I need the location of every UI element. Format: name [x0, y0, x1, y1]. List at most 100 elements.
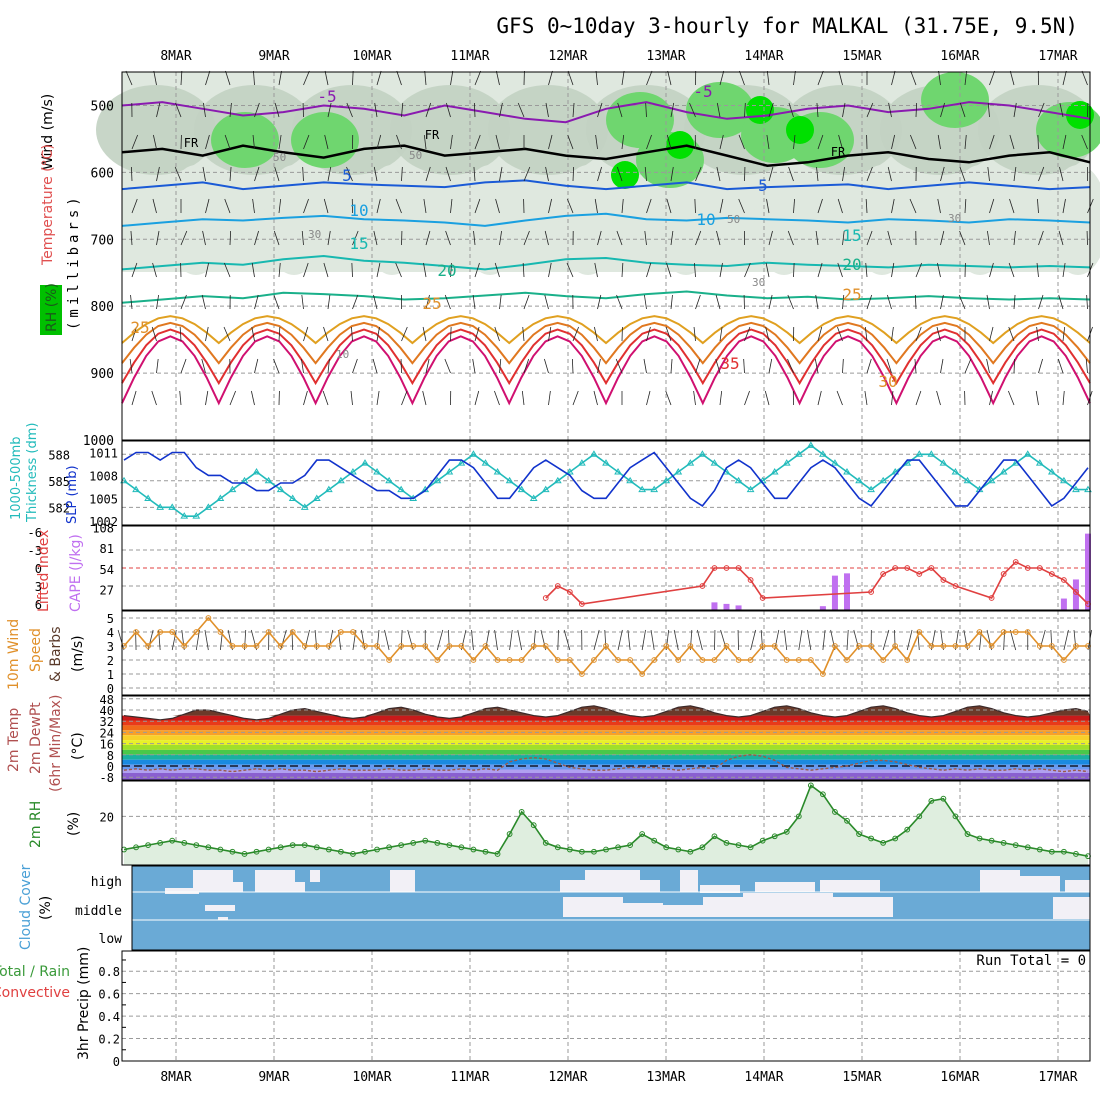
date-label-bottom: 12MAR	[548, 1070, 587, 1085]
temp-band	[122, 773, 1090, 780]
wind-barb	[1008, 326, 1015, 342]
thickness-line-point	[276, 485, 285, 493]
wind-barb	[572, 326, 580, 342]
rh2m-series-point	[820, 791, 826, 798]
date-label-top: 8MAR	[160, 49, 191, 64]
wind-barb	[597, 294, 602, 310]
wind10m-series-point	[988, 643, 995, 649]
lifted-index-series-point	[940, 577, 947, 583]
rh-shade	[488, 85, 608, 175]
wind-barb	[201, 358, 206, 374]
lifted-index-series	[545, 561, 1089, 605]
thickness-line-point	[385, 476, 393, 484]
wind10m-barb	[822, 629, 826, 651]
rh2m-series-point	[145, 842, 152, 849]
thickness-slp-panel: 588 585 582 1011 1008 1005 1002 1000-500mb Thi…	[9, 423, 1092, 529]
wind-barb	[324, 70, 329, 86]
wind-barb	[936, 390, 941, 406]
wind-barb	[766, 198, 770, 214]
thickness-line-point	[132, 485, 140, 493]
wind-barb	[793, 70, 796, 86]
wind-barb	[1059, 166, 1064, 182]
wind-barb	[523, 358, 530, 374]
wind-barb	[131, 326, 137, 342]
wind10m-series-point	[313, 643, 320, 649]
wind-barb	[744, 102, 746, 118]
cloud-clear-block	[833, 897, 893, 917]
precip-axis-label-2: Convective	[0, 985, 70, 1001]
wind10m-series-point	[458, 643, 465, 649]
wind-barb	[151, 390, 157, 406]
rh2m-series-point	[615, 844, 621, 851]
wind-barb	[940, 166, 945, 182]
rh2m-series-point	[325, 846, 332, 853]
temp-tick: 8	[107, 749, 114, 763]
wind-barb	[351, 262, 353, 278]
wind-barb	[670, 294, 673, 310]
wind-barb	[130, 294, 133, 310]
lifted-index-line	[542, 559, 1091, 607]
wind-barb	[1036, 262, 1039, 278]
wind-barb	[567, 134, 574, 150]
precip-tick: 0.6	[98, 988, 120, 1002]
wind-barb	[719, 262, 723, 278]
wind-barb	[915, 390, 922, 406]
wind10m-series-point	[844, 657, 850, 663]
rh2m-series-point	[723, 839, 730, 846]
wind-barb	[817, 198, 823, 214]
rh2m-series-point	[386, 844, 393, 851]
temp-tick: 40	[100, 704, 114, 718]
temp-tick: -8	[100, 771, 114, 785]
wind-barb	[817, 70, 824, 86]
wind-barb	[376, 326, 380, 342]
rh-shade-green	[211, 112, 279, 168]
wind-barb	[278, 134, 282, 150]
rh2m-series-point	[687, 848, 694, 855]
wind10m-series-point	[482, 643, 489, 649]
li-tick: -3	[28, 544, 42, 558]
wind10m-series-point	[1048, 643, 1055, 649]
wind-barb	[814, 358, 819, 374]
wind-barb	[223, 326, 231, 342]
wind10m-series-point	[976, 629, 983, 635]
wind-barb	[548, 326, 552, 342]
cloud-axis-label: Cloud Cover	[18, 864, 34, 950]
wind-barb	[278, 70, 282, 86]
wind-barb	[937, 262, 941, 278]
wind-barb	[566, 262, 574, 278]
thickness-line-point	[505, 476, 514, 484]
wind-barb	[695, 294, 701, 310]
wind10m-series-point	[868, 643, 874, 649]
pressure-tick-label: 600	[91, 166, 114, 181]
rh2m-unit-label: (%)	[66, 812, 82, 836]
rh-shade	[264, 165, 324, 275]
wind-barb	[793, 134, 796, 150]
date-label-bottom: 15MAR	[842, 1070, 881, 1085]
temp-max-fill	[122, 705, 1090, 716]
wind10m-series-point	[639, 671, 646, 677]
wind10m-series-point	[579, 671, 585, 677]
cloud-level-label: high	[91, 875, 122, 890]
lifted-index-series-point	[880, 571, 887, 577]
thickness-axis-label: 1000-500mb	[9, 436, 24, 520]
wind10m-series-point	[434, 657, 441, 663]
wind10m-barb	[244, 629, 247, 651]
lifted-index-series-point	[1024, 565, 1031, 571]
wind10m-series-point	[157, 629, 164, 635]
wind10m-barb	[328, 629, 334, 651]
wind10m-series-point	[277, 643, 284, 649]
thickness-line-point	[662, 476, 671, 484]
wind-barb	[594, 326, 598, 342]
wind10m-series-point	[470, 657, 477, 663]
pressure-tick-label: 800	[91, 300, 114, 315]
wind-barb	[303, 326, 309, 342]
wind-barb	[224, 198, 231, 214]
wind-barb	[667, 70, 672, 86]
wind-barb	[423, 262, 427, 278]
wind-barb	[301, 230, 304, 246]
wind-barb	[548, 198, 552, 214]
chart-title: GFS 0~10day 3-hourly for MALKAL (31.75E,…	[496, 14, 1078, 38]
wind-barb	[1013, 230, 1016, 246]
wind-barb	[494, 390, 500, 406]
wind-barb	[373, 230, 378, 246]
